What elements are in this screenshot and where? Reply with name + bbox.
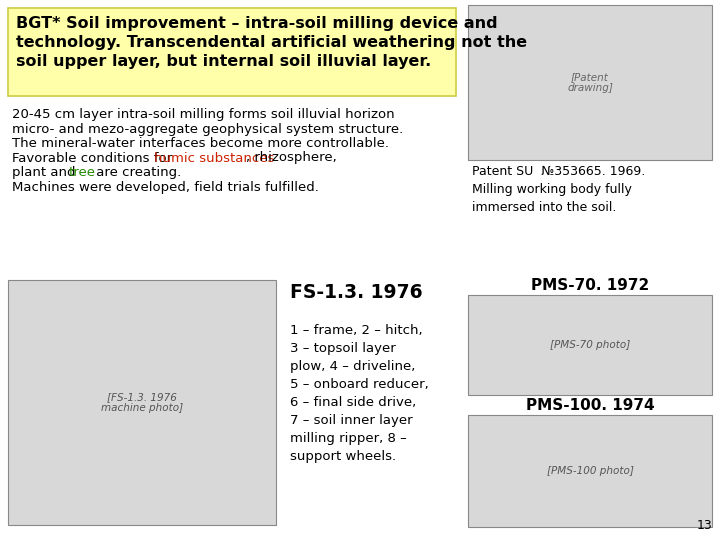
- Bar: [8, 8, 456, 96]
- Text: micro- and mezo-aggregate geophysical system structure.: micro- and mezo-aggregate geophysical sy…: [12, 123, 403, 136]
- Text: [Patent
drawing]: [Patent drawing]: [567, 72, 613, 93]
- Text: are creating.: are creating.: [92, 166, 181, 179]
- Bar: [468, 295, 712, 395]
- Text: Machines were developed, field trials fulfilled.: Machines were developed, field trials fu…: [12, 180, 319, 193]
- Text: PMS-100. 1974: PMS-100. 1974: [526, 398, 654, 413]
- Text: plant and: plant and: [12, 166, 80, 179]
- Text: FS-1.3. 1976: FS-1.3. 1976: [290, 283, 423, 302]
- Text: Patent SU  №353665. 1969.
Milling working body fully
immersed into the soil.: Patent SU №353665. 1969. Milling working…: [472, 165, 645, 214]
- Text: 1 – frame, 2 – hitch,
3 – topsoil layer
plow, 4 – driveline,
5 – onboard reducer: 1 – frame, 2 – hitch, 3 – topsoil layer …: [290, 324, 428, 463]
- Text: BGT* Soil improvement – intra-soil milling device and
technology. Transcendental: BGT* Soil improvement – intra-soil milli…: [16, 16, 527, 70]
- Bar: [468, 5, 712, 160]
- Text: 13: 13: [696, 519, 712, 532]
- Text: [PMS-70 photo]: [PMS-70 photo]: [550, 340, 630, 350]
- Text: , rhizosphere,: , rhizosphere,: [246, 152, 336, 165]
- Bar: [8, 280, 276, 525]
- Text: [PMS-100 photo]: [PMS-100 photo]: [546, 466, 634, 476]
- Text: The mineral-water interfaces become more controllable.: The mineral-water interfaces become more…: [12, 137, 389, 150]
- Bar: [468, 415, 712, 527]
- Text: [FS-1.3. 1976
machine photo]: [FS-1.3. 1976 machine photo]: [101, 392, 183, 413]
- Text: 20-45 cm layer intra-soil milling forms soil illuvial horizon: 20-45 cm layer intra-soil milling forms …: [12, 108, 395, 121]
- Text: PMS-70. 1972: PMS-70. 1972: [531, 278, 649, 293]
- Text: Favorable conditions for: Favorable conditions for: [12, 152, 176, 165]
- Text: tree: tree: [69, 166, 96, 179]
- Text: humic substances: humic substances: [155, 152, 275, 165]
